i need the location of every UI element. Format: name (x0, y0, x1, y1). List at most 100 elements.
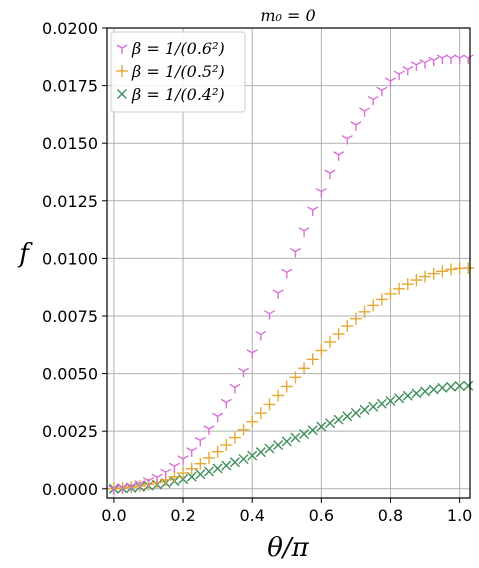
data-point (428, 384, 439, 395)
data-point (237, 423, 250, 436)
y-tick-label: 0.0175 (42, 77, 98, 96)
data-point (220, 439, 233, 452)
data-point (410, 61, 422, 71)
data-point (462, 262, 475, 275)
x-tick-label: 0.4 (239, 506, 264, 525)
data-point (316, 421, 327, 432)
y-tick-label: 0.0025 (42, 422, 98, 441)
x-tick-label: 0.0 (101, 506, 126, 525)
data-point (186, 447, 198, 457)
data-point (202, 451, 215, 464)
data-point (264, 443, 275, 454)
data-point (298, 362, 311, 375)
data-point (375, 293, 388, 306)
data-point (349, 312, 362, 325)
y-tick-label: 0.0125 (42, 192, 98, 211)
data-point (324, 418, 335, 429)
data-point (401, 278, 414, 291)
data-point (332, 327, 345, 340)
ticks: 0.0 0.2 0.4 0.6 0.8 1.0 0.0000 0.0025 0.0050 0.00… (42, 19, 472, 525)
data-point (160, 468, 172, 479)
y-tick-label: 0.0200 (42, 19, 98, 38)
data-point (246, 415, 259, 428)
x-tick-label: 0.2 (170, 506, 195, 525)
data-point (420, 386, 431, 397)
data-point (419, 58, 431, 69)
data-point (333, 414, 344, 425)
y-tick-label: 0.0000 (42, 480, 98, 499)
data-point (341, 320, 354, 333)
legend-marker-3 (117, 89, 127, 99)
data-point (376, 398, 387, 409)
data-point (368, 401, 379, 412)
data-point (290, 432, 301, 443)
legend-label-1: β = 1/(0.6²) (131, 39, 225, 58)
y-tick-label: 0.0150 (42, 134, 98, 153)
data-point (272, 389, 285, 402)
data-point (168, 462, 180, 473)
data-point (263, 398, 276, 411)
data-point (402, 390, 413, 401)
data-point (168, 470, 181, 483)
data-point (437, 382, 448, 393)
data-point (246, 349, 258, 359)
data-point (454, 381, 465, 392)
data-point (263, 310, 276, 320)
data-point (315, 344, 328, 357)
y-tick-label: 0.0075 (42, 307, 98, 326)
series-2 (107, 262, 475, 495)
y-tick-label: 0.0050 (42, 365, 98, 384)
data-point (272, 289, 284, 299)
data-point (298, 227, 310, 237)
data-point (195, 469, 206, 480)
data-point (281, 268, 293, 279)
chart-title: m₀ = 0 (260, 6, 315, 25)
data-point (324, 169, 336, 180)
data-point (359, 404, 370, 415)
data-point (463, 380, 474, 391)
data-point (203, 425, 215, 435)
data-point (108, 485, 120, 495)
data-point (238, 454, 249, 465)
data-point (177, 455, 189, 465)
data-point (280, 380, 293, 393)
data-point (419, 270, 432, 283)
data-point (247, 450, 258, 461)
data-point (350, 121, 362, 131)
data-point (358, 305, 371, 318)
data-point (367, 299, 380, 312)
data-point (410, 274, 423, 287)
x-axis-label: θ/π (267, 533, 309, 563)
series-layer (107, 54, 475, 495)
data-point (333, 151, 345, 161)
data-point (134, 480, 146, 490)
data-point (393, 282, 406, 295)
data-point (402, 65, 414, 76)
data-point (194, 457, 207, 470)
data-point (358, 107, 371, 117)
legend-box (110, 31, 246, 113)
data-point (444, 263, 457, 276)
data-point (203, 466, 214, 477)
data-point (151, 473, 163, 484)
data-point (221, 460, 232, 471)
data-point (462, 54, 474, 64)
data-point (273, 440, 284, 451)
data-point (229, 457, 240, 468)
data-point (212, 463, 223, 474)
data-point (436, 265, 449, 278)
data-point (289, 371, 302, 384)
legend-label-3: β = 1/(0.4²) (131, 85, 225, 104)
data-point (307, 425, 318, 436)
data-point (428, 56, 440, 67)
data-point (212, 412, 224, 423)
data-point (376, 86, 388, 97)
x-tick-label: 0.8 (378, 506, 403, 525)
data-point (411, 388, 422, 399)
data-point (427, 267, 440, 280)
data-point (306, 353, 319, 366)
legend-marker-1 (116, 44, 128, 54)
data-point (228, 431, 241, 444)
data-point (394, 393, 405, 404)
